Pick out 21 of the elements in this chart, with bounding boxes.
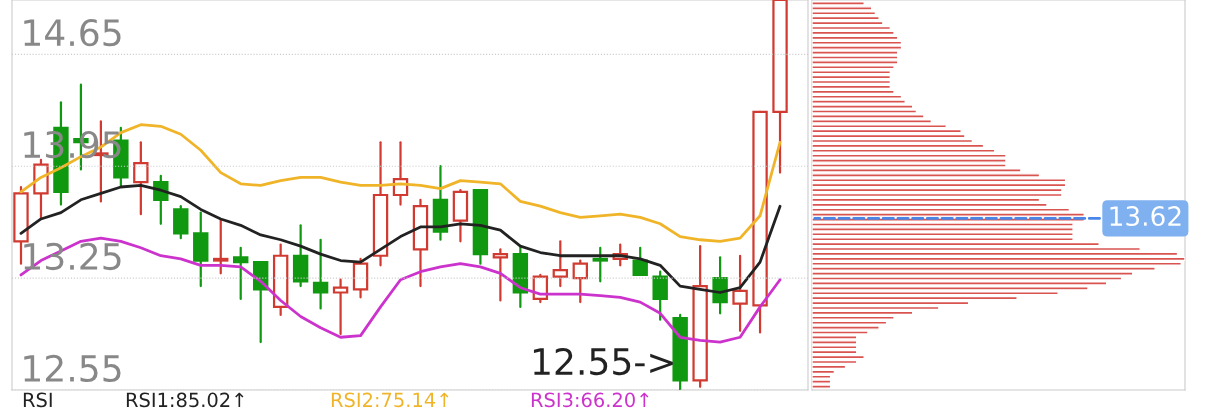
y-tick-label: 12.55 bbox=[24, 354, 121, 383]
text: RSI3:66.20↑ bbox=[531, 392, 649, 408]
bar bbox=[812, 256, 1185, 262]
bar bbox=[812, 128, 962, 134]
text: RSI2:75.14↑ bbox=[331, 392, 449, 408]
bar bbox=[812, 35, 899, 41]
y-tick-label: 14.65 bbox=[24, 19, 121, 47]
bar bbox=[812, 15, 880, 21]
bar bbox=[812, 79, 892, 85]
bar bbox=[812, 69, 892, 75]
text: RSI1:85.02↑ bbox=[126, 392, 244, 408]
bar bbox=[812, 182, 1067, 188]
bar bbox=[812, 192, 1063, 198]
bar bbox=[812, 74, 892, 80]
bar bbox=[812, 30, 895, 36]
bar bbox=[812, 187, 1063, 193]
bar bbox=[812, 25, 892, 31]
annotation: 13.62 bbox=[1110, 206, 1181, 227]
bar bbox=[812, 354, 865, 360]
bar bbox=[812, 84, 892, 90]
text: RSI bbox=[23, 392, 52, 408]
